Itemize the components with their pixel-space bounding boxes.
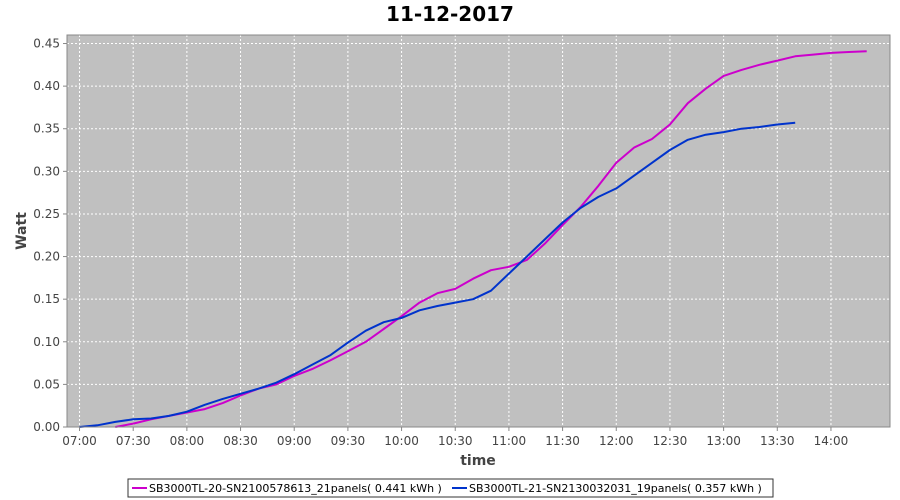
series-lines	[79, 50, 867, 428]
legend-box	[127, 478, 774, 498]
plot-area	[67, 35, 890, 427]
y-tick-label: 0.10	[33, 335, 60, 349]
x-tick-label: 13:00	[706, 434, 741, 448]
series-line-2	[79, 121, 796, 428]
y-tick-label: 0.30	[33, 164, 60, 178]
y-axis: 0.00 0.05 0.10 0.15 0.20 0.25 0.30 0.35 0.40 0.45	[33, 37, 67, 434]
y-tick-label: 0.45	[33, 37, 60, 51]
x-tick-label: 11:30	[545, 434, 580, 448]
legend-label-series-1: SB3000TL-20-SN2100578613_21panels( 0.441…	[149, 482, 442, 495]
plot-frame	[66, 34, 891, 428]
x-tick-label: 12:00	[599, 434, 634, 448]
y-tick-label: 0.40	[33, 79, 60, 93]
x-tick-label: 09:30	[331, 434, 366, 448]
legend-label-series-2: SB3000TL-21-SN2130032031_19panels( 0.357…	[469, 482, 762, 495]
y-tick-label: 0.25	[33, 207, 60, 221]
x-tick-label: 08:00	[170, 434, 205, 448]
legend: SB3000TL-20-SN2100578613_21panels( 0.441…	[127, 478, 774, 498]
y-tick-label: 0.00	[33, 420, 60, 434]
x-tick-label: 13:30	[760, 434, 795, 448]
x-tick-label: 07:30	[116, 434, 151, 448]
x-tick-label: 10:30	[438, 434, 473, 448]
series-line-1	[115, 50, 867, 428]
x-tick-label: 10:00	[384, 434, 419, 448]
chart-title: 11-12-2017	[386, 2, 514, 26]
y-tick-label: 0.05	[33, 377, 60, 391]
x-tick-label: 08:30	[223, 434, 258, 448]
y-tick-label: 0.15	[33, 292, 60, 306]
x-tick-label: 09:00	[277, 434, 312, 448]
x-tick-label: 14:00	[814, 434, 849, 448]
x-tick-label: 12:30	[653, 434, 688, 448]
y-axis-label: Watt	[14, 212, 30, 250]
x-tick-label: 11:00	[492, 434, 527, 448]
y-tick-label: 0.20	[33, 250, 60, 264]
x-axis-label: time	[460, 453, 496, 469]
y-tick-label: 0.35	[33, 122, 60, 136]
x-tick-label: 07:00	[62, 434, 97, 448]
x-axis: 07:00 07:30 08:00 08:30 09:00 09:30 10:00 10:30…	[62, 427, 848, 448]
